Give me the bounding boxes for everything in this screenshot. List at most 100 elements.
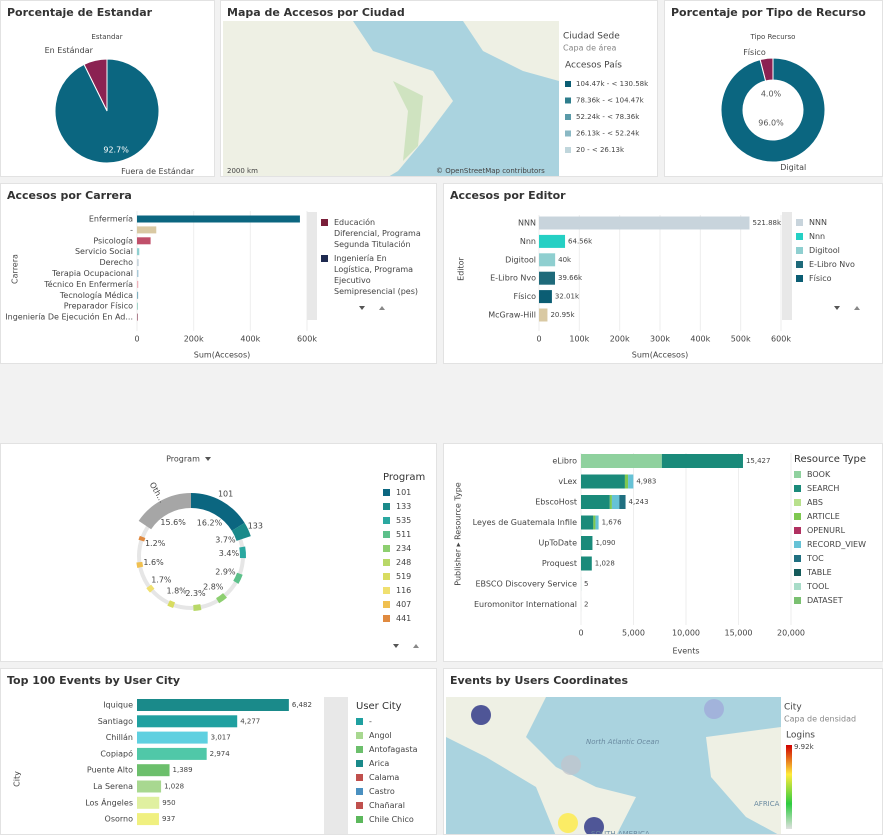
bar	[539, 234, 566, 248]
legend-swatch	[383, 587, 390, 594]
y-tick-label: Tecnología Médica	[59, 290, 133, 300]
legend-label: 248	[396, 558, 412, 567]
panel: Mapa de Accesos por Ciudad Ciudad Sede Cap…	[220, 0, 658, 177]
value-label: 950	[162, 799, 175, 807]
scroll-down	[359, 306, 365, 310]
legend-swatch	[794, 597, 801, 604]
y-tick-label: Enfermería	[89, 215, 133, 224]
x-tick-label: 0	[536, 335, 541, 344]
legend-label: Físico	[809, 274, 832, 283]
value-label: 3.7%	[215, 535, 236, 544]
legend-item: Nnn	[796, 231, 876, 242]
y-tick-label: Iquique	[103, 701, 133, 710]
value-label: 521.88k	[752, 219, 781, 227]
legend-item: Educación Diferencial, Programa Segunda …	[321, 217, 421, 250]
bar-segment	[581, 495, 610, 509]
panel: Accesos por Carrera 0 200k 400k 600k Sum(Acce…	[0, 183, 437, 364]
bar	[137, 259, 139, 267]
legend-item: 101	[383, 487, 433, 498]
slice	[138, 493, 191, 530]
legend-item: 234	[383, 543, 433, 554]
bar	[539, 308, 548, 322]
value-label: 32.01k	[555, 293, 580, 301]
bar	[137, 699, 289, 711]
y-tick-label: Leyes de Guatemala Infile	[473, 518, 577, 527]
value-label: 1.8%	[166, 587, 187, 596]
dimension-selector[interactable]: Program	[166, 455, 200, 464]
heat-spot	[558, 813, 578, 833]
y-tick-label: Preparador Físico	[64, 302, 133, 311]
legend-swatch	[321, 255, 328, 262]
bar	[137, 747, 207, 760]
slice	[191, 493, 245, 531]
value-label: 1.6%	[143, 558, 164, 567]
legend-swatch	[356, 802, 363, 809]
legend-item: RECORD_VIEW	[794, 539, 879, 550]
legend-item: TOC	[794, 553, 879, 564]
legend-title: Logins	[786, 731, 815, 741]
legend-title: Resource Type	[794, 454, 867, 465]
bar	[137, 248, 140, 256]
chart: Accesos por Editor 0 100k 200k 300k 400k 500k 6…	[450, 189, 860, 360]
legend-label: 407	[396, 600, 412, 609]
legend-swatch	[565, 81, 571, 87]
chart: 0 5,000 10,000 15,000 20,000 Events Publisher …	[454, 453, 805, 656]
value-label: 1,389	[173, 766, 193, 774]
scroll-down	[393, 644, 399, 648]
x-tick-label: 300k	[650, 335, 670, 344]
legend-label: RECORD_VIEW	[807, 540, 867, 549]
y-axis-label: Editor	[457, 256, 466, 280]
layer-label: Capa de densidad	[784, 715, 856, 724]
legend: User City - Angol Antofagasta Arica Calama Cas…	[356, 701, 436, 828]
legend-swatch	[565, 130, 571, 137]
legend-label: Calama	[369, 773, 400, 782]
y-tick-label: Ingeniería De Ejecución En Ad...	[5, 312, 133, 322]
bar-segment	[628, 474, 634, 489]
value-label: 39.66k	[558, 274, 583, 282]
x-tick-label: 600k	[771, 335, 791, 344]
panel: Program 101 16.2% 133 3.7% 3.4% 2.9% 2.8% 2.3% 1.…	[0, 443, 437, 662]
bar-segment	[581, 474, 625, 489]
legend-label: 101	[396, 488, 412, 497]
layer-label: Ciudad Sede	[563, 32, 620, 42]
value-label: 4.0%	[761, 90, 782, 99]
legend-swatch	[794, 583, 801, 590]
x-tick-label: 600k	[297, 335, 317, 344]
legend-label: Arica	[369, 759, 390, 768]
panel: Porcentaje de Estandar Estandar En Estánda…	[0, 0, 215, 177]
chart: Porcentaje de Estandar Estandar En Estánda…	[7, 6, 195, 176]
x-tick-label: 200k	[184, 335, 204, 344]
slice	[239, 546, 246, 559]
y-tick-label: Físico	[513, 292, 536, 301]
legend-swatch	[565, 97, 571, 104]
value-label: 1,028	[164, 783, 184, 791]
y-tick-label: Euromonitor International	[474, 600, 577, 609]
scrollbar	[782, 212, 792, 320]
x-tick-label: 5,000	[622, 629, 645, 638]
legend-item: Calama	[356, 772, 436, 783]
legend-swatch	[321, 219, 328, 226]
map-region	[393, 81, 423, 161]
map-scale: 2000 km	[227, 167, 258, 175]
y-tick-label: La Serena	[93, 782, 133, 791]
bar	[137, 226, 157, 234]
map-land	[446, 697, 636, 834]
slice	[146, 584, 155, 593]
y-tick-label: E-Libro Nvo	[490, 274, 536, 283]
legend-item: Físico	[796, 273, 876, 284]
slice	[136, 561, 144, 568]
value-label: 3,017	[211, 734, 231, 742]
legend-title: Accesos País	[565, 61, 622, 71]
y-tick-label: Los Ángeles	[85, 796, 133, 807]
legend-title: Estandar	[91, 33, 122, 41]
bar-segment	[581, 556, 592, 571]
legend-swatch	[383, 503, 390, 510]
legend-item: E-Libro Nvo	[796, 259, 876, 270]
legend-label: BOOK	[807, 470, 831, 479]
heat-spot	[704, 699, 724, 719]
value-label: 1.7%	[151, 575, 172, 584]
total-label: 1,028	[595, 560, 615, 568]
scroll-up	[379, 306, 385, 310]
panel: Accesos por Editor 0 100k 200k 300k 400k 500k 6…	[443, 183, 883, 364]
